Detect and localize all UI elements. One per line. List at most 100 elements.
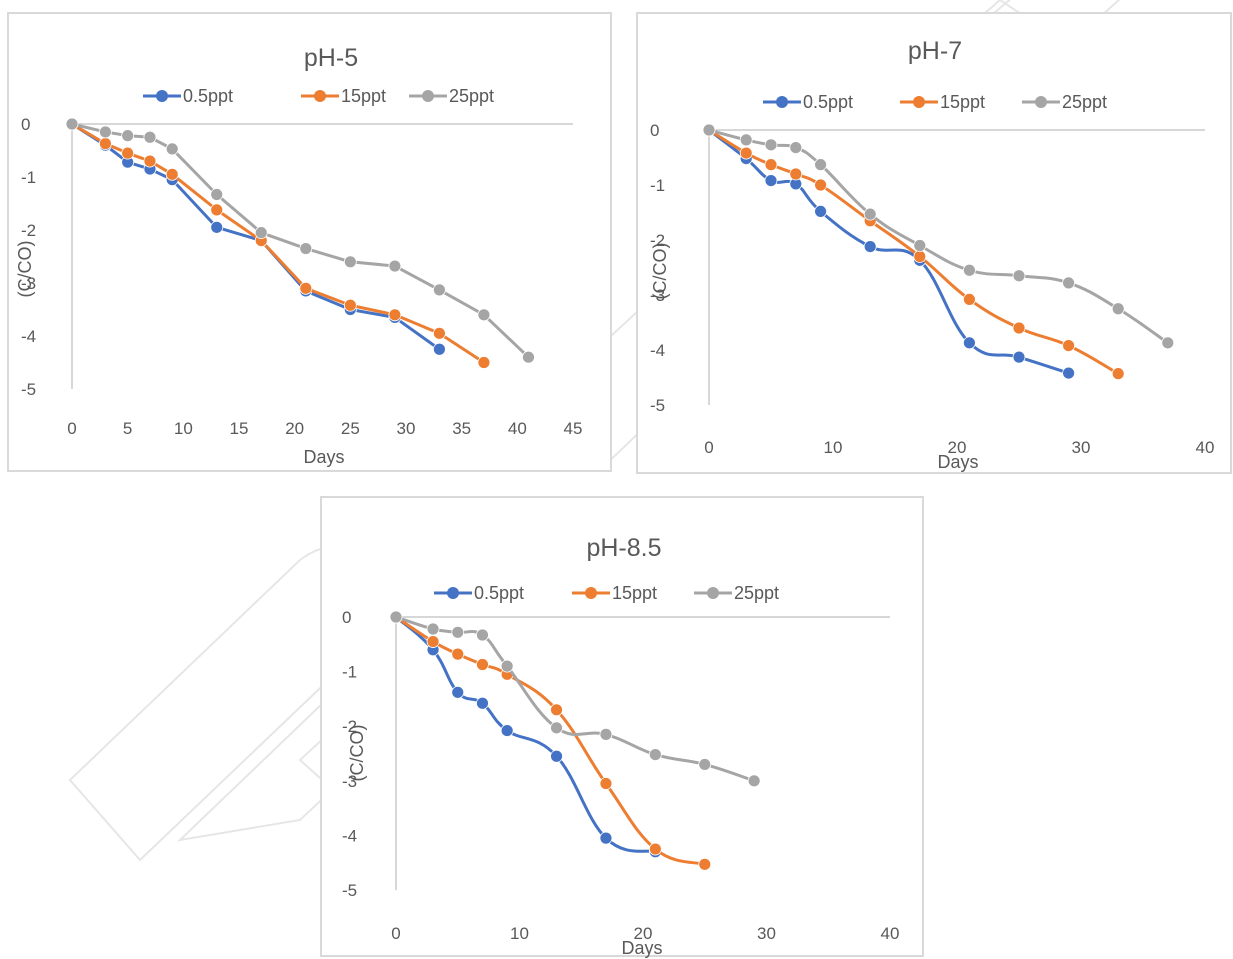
x-tick-label: 10 xyxy=(174,419,193,438)
legend-label: 0.5ppt xyxy=(183,86,233,106)
data-point-0.5ppt xyxy=(500,724,514,737)
data-point-25ppt xyxy=(143,130,157,144)
data-point-25ppt xyxy=(426,622,440,636)
data-point-15ppt xyxy=(599,777,613,790)
data-point-0.5ppt xyxy=(1012,350,1026,364)
data-point-25ppt xyxy=(698,758,712,771)
y-tick-label: -1 xyxy=(650,176,665,195)
x-tick-label: 5 xyxy=(123,419,132,438)
data-point-15ppt xyxy=(432,326,446,340)
data-point-25ppt xyxy=(388,259,402,273)
data-point-15ppt xyxy=(789,167,803,181)
data-point-0.5ppt xyxy=(814,204,828,218)
chart-ph5: pH-5 0 -1 -2 -3 -4 -5 0 5 10 15 20 25 30 35 40 45 Days (C/… xyxy=(7,12,612,472)
data-point-25ppt xyxy=(1161,336,1175,350)
series-line-25ppt xyxy=(394,615,756,783)
y-tick-label: -2 xyxy=(650,231,665,250)
x-tick-label: 40 xyxy=(1196,438,1215,457)
legend-marker xyxy=(447,587,459,599)
data-point-0.5ppt xyxy=(432,342,446,356)
data-point-25ppt xyxy=(863,207,877,221)
data-point-25ppt xyxy=(476,628,489,642)
y-tick-label: -3 xyxy=(650,286,665,305)
data-point-25ppt xyxy=(789,141,803,155)
legend-marker xyxy=(585,587,597,599)
chart-ph8-5-svg: pH-8.5 0 -1 -2 -3 -4 -5 0 10 20 30 40 Days (C/CO) 0.5p… xyxy=(342,534,900,958)
data-point-0.5ppt xyxy=(764,174,778,188)
legend-marker xyxy=(913,96,925,108)
data-point-15ppt xyxy=(814,178,828,192)
x-tick-label: 10 xyxy=(824,438,843,457)
data-point-25ppt xyxy=(99,125,112,139)
data-point-15ppt xyxy=(476,658,489,671)
legend-label: 15ppt xyxy=(612,583,657,603)
y-tick-label: 0 xyxy=(650,121,659,140)
data-point-15ppt xyxy=(1062,339,1076,353)
series-line-0.5ppt xyxy=(707,128,1071,375)
data-point-15ppt xyxy=(210,203,224,217)
data-point-25ppt xyxy=(451,625,465,639)
data-point-25ppt xyxy=(254,226,268,240)
legend-marker xyxy=(707,587,719,599)
data-point-25ppt xyxy=(702,123,716,137)
x-axis-label: Days xyxy=(937,452,978,472)
x-tick-label: 20 xyxy=(634,924,653,943)
data-point-25ppt xyxy=(648,748,662,761)
data-point-15ppt xyxy=(165,167,179,181)
data-point-25ppt xyxy=(121,129,135,143)
data-point-15ppt xyxy=(121,146,135,160)
data-point-25ppt xyxy=(599,727,613,741)
data-point-15ppt xyxy=(550,703,563,717)
legend-label: 25ppt xyxy=(1062,92,1107,112)
x-tick-label: 40 xyxy=(881,924,900,943)
x-tick-label: 20 xyxy=(948,438,967,457)
chart-title: pH-5 xyxy=(304,44,358,72)
x-tick-label: 15 xyxy=(230,419,249,438)
data-point-0.5ppt xyxy=(1062,366,1076,380)
data-point-15ppt xyxy=(1111,367,1125,381)
legend-label: 0.5ppt xyxy=(474,583,524,603)
data-point-15ppt xyxy=(698,857,712,871)
y-tick-label: -1 xyxy=(21,168,36,187)
data-point-25ppt xyxy=(913,239,927,252)
data-point-25ppt xyxy=(550,721,563,735)
y-axis-label: (C/CO) xyxy=(650,243,670,300)
data-point-0.5ppt xyxy=(599,831,613,845)
x-axis-label: Days xyxy=(303,447,344,467)
data-point-25ppt xyxy=(165,142,179,156)
y-tick-label: -5 xyxy=(650,396,665,415)
x-tick-label: 20 xyxy=(285,419,304,438)
data-point-25ppt xyxy=(299,242,313,255)
x-tick-label: 40 xyxy=(508,419,527,438)
data-point-15ppt xyxy=(1012,321,1026,335)
x-axis-label: Days xyxy=(621,938,662,958)
data-point-25ppt xyxy=(477,308,491,322)
series-line-15ppt xyxy=(394,615,707,866)
x-tick-label: 30 xyxy=(1072,438,1091,457)
y-tick-label: -4 xyxy=(650,341,665,360)
data-point-25ppt xyxy=(500,659,514,673)
data-point-25ppt xyxy=(764,138,778,152)
data-point-15ppt xyxy=(451,647,465,661)
data-point-15ppt xyxy=(426,635,440,648)
chart-ph7: pH-7 0 -1 -2 -3 -4 -5 0 10 20 30 40 Days (C/CO) 0.5ppt… xyxy=(636,12,1232,474)
y-tick-label: -1 xyxy=(342,663,357,682)
legend-marker xyxy=(156,90,168,102)
data-point-25ppt xyxy=(522,350,535,364)
data-point-15ppt xyxy=(343,298,357,312)
data-point-15ppt xyxy=(388,308,402,322)
y-tick-label: 0 xyxy=(21,115,30,134)
data-point-25ppt xyxy=(65,117,79,131)
data-point-0.5ppt xyxy=(863,240,877,254)
legend-label: 15ppt xyxy=(341,86,386,106)
series-line-25ppt xyxy=(707,128,1170,345)
data-point-25ppt xyxy=(814,158,828,172)
x-tick-label: 30 xyxy=(757,924,776,943)
data-point-25ppt xyxy=(343,255,357,269)
series-line-0.5ppt xyxy=(394,615,657,854)
y-axis-label: (C/CO) xyxy=(347,725,367,782)
x-tick-label: 45 xyxy=(564,419,583,438)
data-point-15ppt xyxy=(962,292,976,306)
data-point-25ppt xyxy=(432,283,446,297)
x-tick-label: 0 xyxy=(704,438,713,457)
